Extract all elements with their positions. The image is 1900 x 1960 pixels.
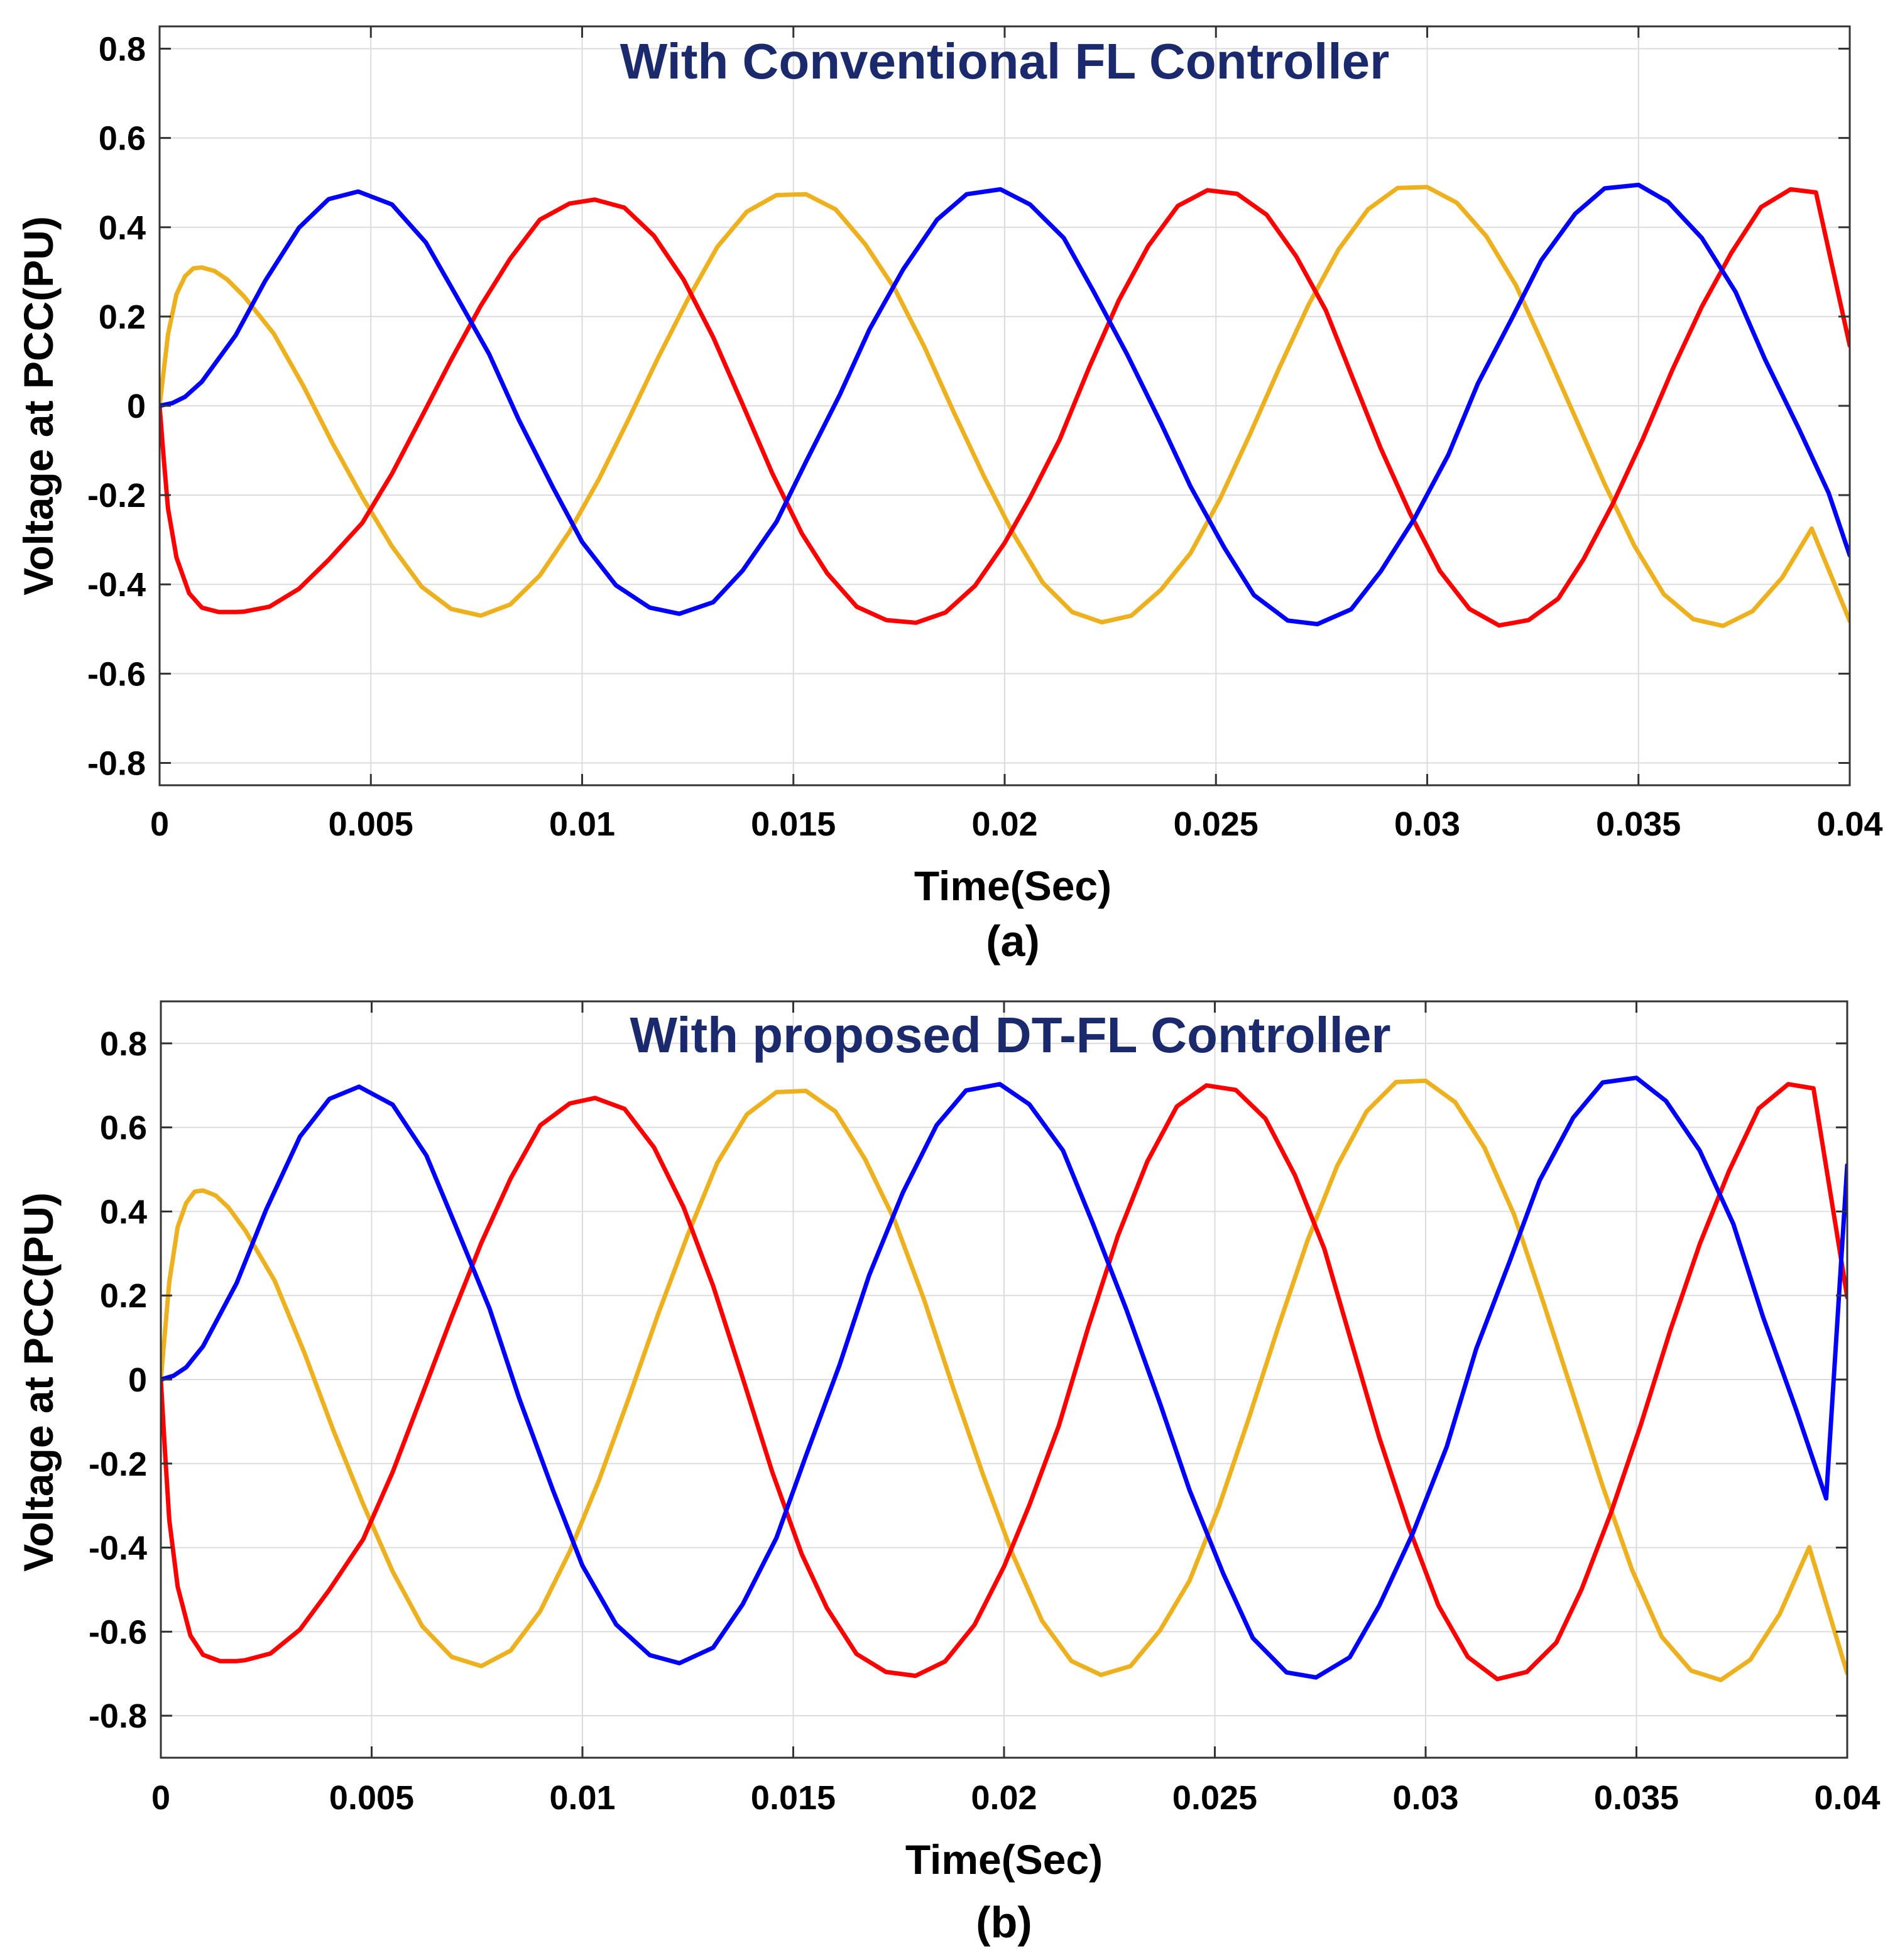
y-tick-label: -0.4 xyxy=(87,566,146,604)
y-tick-label: -0.8 xyxy=(87,744,146,782)
x-axis-label: Time(Sec) xyxy=(905,1836,1103,1883)
y-tick-label: 0 xyxy=(128,1361,147,1399)
x-tick-label: 0.025 xyxy=(1174,805,1258,843)
y-axis-label: Voltage at PCC(PU) xyxy=(15,1192,62,1572)
y-tick-label: -0.4 xyxy=(89,1530,147,1567)
x-tick-label: 0.03 xyxy=(1394,805,1460,843)
x-tick-label: 0.035 xyxy=(1596,805,1681,843)
y-tick-label: 0.6 xyxy=(100,1109,147,1147)
x-tick-label: 0.015 xyxy=(751,1779,836,1817)
x-tick-labels: 0 0.005 0.01 0.015 0.02 0.025 0.03 0.035 0.04 xyxy=(151,1779,1881,1817)
axis-ticks xyxy=(158,26,1851,785)
chart-panel-a: 0 0.005 0.01 0.015 0.02 0.025 0.03 0.035 0.04 -0… xyxy=(15,25,1883,966)
x-tick-label: 0.005 xyxy=(329,1779,414,1817)
x-tick-label: 0.03 xyxy=(1392,1779,1458,1817)
y-tick-label: -0.2 xyxy=(87,477,146,514)
x-tick-label: 0 xyxy=(150,805,169,843)
x-tick-label: 0.01 xyxy=(549,1779,615,1817)
chart-title: With proposed DT-FL Controller xyxy=(630,1007,1390,1063)
x-tick-labels: 0 0.005 0.01 0.015 0.02 0.025 0.03 0.035 0.04 xyxy=(150,805,1883,843)
panel-caption: (a) xyxy=(986,917,1040,966)
series-group xyxy=(160,182,1850,628)
series-line-phase-a xyxy=(160,182,1850,626)
series-line-phase-a xyxy=(161,1075,1847,1680)
series-line-phase-b xyxy=(161,1082,1847,1682)
x-tick-label: 0.035 xyxy=(1594,1779,1679,1817)
y-tick-label: 0.2 xyxy=(100,1277,147,1315)
x-tick-label: 0.015 xyxy=(751,805,836,843)
x-tick-label: 0 xyxy=(151,1779,170,1817)
y-tick-label: 0.4 xyxy=(99,209,146,247)
x-tick-label: 0.025 xyxy=(1172,1779,1257,1817)
y-tick-labels: -0.8 -0.6 -0.4 -0.2 0 0.2 0.4 0.6 0.8 xyxy=(87,31,146,783)
y-tick-label: -0.8 xyxy=(89,1697,147,1735)
y-tick-label: -0.6 xyxy=(89,1613,147,1651)
y-tick-label: 0.8 xyxy=(99,31,146,68)
y-tick-label: -0.6 xyxy=(87,655,146,693)
series-line-phase-b xyxy=(160,187,1850,628)
y-axis-label: Voltage at PCC(PU) xyxy=(15,216,62,596)
series-line-phase-c xyxy=(160,185,1850,628)
x-tick-label: 0.04 xyxy=(1814,1779,1880,1817)
y-tick-label: 0.6 xyxy=(99,120,146,158)
y-tick-label: -0.2 xyxy=(89,1446,147,1483)
x-tick-label: 0.04 xyxy=(1816,805,1882,843)
y-tick-label: 0.2 xyxy=(99,298,146,336)
x-axis-label: Time(Sec) xyxy=(914,863,1111,909)
series-line-phase-c xyxy=(161,1078,1847,1682)
axis-ticks xyxy=(160,1001,1848,1758)
x-tick-label: 0.005 xyxy=(329,805,413,843)
x-tick-label: 0.02 xyxy=(971,1779,1037,1817)
y-tick-label: 0.4 xyxy=(100,1193,147,1231)
y-tick-label: 0 xyxy=(127,388,146,425)
chart-title: With Conventional FL Controller xyxy=(620,33,1389,89)
series-group xyxy=(161,1075,1847,1682)
panel-caption: (b) xyxy=(976,1898,1032,1947)
x-tick-label: 0.01 xyxy=(549,805,615,843)
x-tick-label: 0.02 xyxy=(971,805,1037,843)
y-tick-label: 0.8 xyxy=(100,1025,147,1063)
y-tick-labels: -0.8 -0.6 -0.4 -0.2 0 0.2 0.4 0.6 0.8 xyxy=(89,1025,147,1735)
chart-panel-b: 0 0.005 0.01 0.015 0.02 0.025 0.03 0.035 0.04 -0… xyxy=(15,1000,1881,1947)
